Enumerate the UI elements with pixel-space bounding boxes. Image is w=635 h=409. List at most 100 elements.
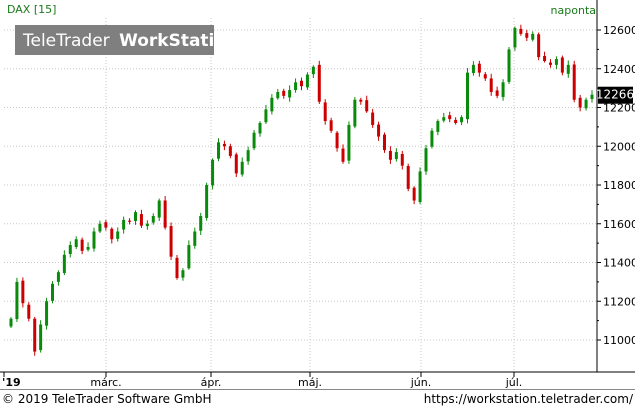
grid (4, 18, 596, 371)
candle-body (211, 159, 215, 186)
candle-body (359, 99, 363, 102)
y-tick-label: 12200 (603, 102, 635, 115)
candle-body (471, 64, 475, 74)
candle (199, 212, 203, 235)
candle (62, 250, 66, 276)
candle-body (572, 64, 576, 100)
candle-body (353, 99, 357, 127)
svg-text:TeleTrader WorkStation: TeleTrader WorkStation (22, 31, 238, 51)
candle (68, 241, 72, 258)
candle (169, 222, 173, 260)
candle-body (412, 187, 416, 201)
candle-body (300, 80, 303, 87)
candle (543, 51, 547, 63)
candle (228, 143, 232, 159)
candle (122, 216, 126, 234)
candle-body (199, 216, 203, 231)
candle (560, 55, 564, 76)
candle-body (169, 226, 173, 257)
candle-body (341, 148, 345, 162)
candle-body (163, 200, 167, 228)
candle-body (549, 62, 552, 65)
candle-body (51, 283, 54, 301)
candle (187, 240, 191, 270)
candle (104, 219, 108, 231)
candle (371, 108, 375, 128)
candle (454, 117, 458, 125)
candle (483, 72, 487, 81)
candle (383, 132, 386, 153)
candle (21, 277, 25, 308)
candle (305, 72, 309, 90)
candle (448, 111, 452, 123)
candle-body (193, 231, 197, 246)
candle (477, 60, 481, 77)
candle (394, 148, 398, 162)
candle-body (560, 57, 564, 73)
candle-body (217, 142, 220, 159)
candle (56, 270, 60, 286)
candle-body (507, 49, 511, 82)
x-tick-label: márc. (90, 376, 121, 389)
candle-body (33, 318, 37, 352)
candle (110, 227, 114, 244)
candles (9, 24, 594, 356)
candle (353, 97, 357, 129)
candle-body (448, 115, 452, 120)
candle-body (400, 154, 404, 166)
candle (92, 227, 96, 252)
candle (590, 90, 594, 103)
candle (549, 59, 552, 68)
candle (151, 213, 155, 225)
x-tick-label: '19 (2, 376, 21, 389)
candle-body (151, 216, 155, 223)
last-value-label: 12266 (596, 88, 634, 102)
candle-body (578, 97, 582, 108)
candle-body (157, 200, 161, 218)
candle-body (68, 245, 72, 254)
candle-body (86, 247, 90, 250)
candle-body (282, 90, 286, 96)
candle-body (424, 148, 428, 172)
candle-body (187, 245, 191, 269)
candle (507, 47, 511, 85)
candle-body (584, 99, 588, 109)
candle (51, 281, 54, 304)
candle (288, 85, 292, 102)
candle (501, 79, 505, 101)
candle (45, 297, 49, 330)
candle (572, 60, 576, 103)
candle (181, 268, 185, 281)
candle-body (305, 74, 309, 88)
candle (466, 68, 469, 124)
candle-body (45, 301, 49, 326)
candle-body (317, 64, 321, 102)
candle-body (311, 66, 315, 75)
candle (234, 152, 238, 178)
y-tick-label: 11000 (603, 334, 635, 347)
candle (33, 316, 37, 356)
candle (252, 129, 256, 151)
candle-body (104, 222, 108, 228)
candle-body (519, 28, 523, 34)
candle (270, 94, 274, 115)
candle-body (181, 270, 185, 278)
source-url[interactable]: https://workstation.teletrader.com/ (423, 392, 633, 406)
candle (264, 104, 268, 124)
y-tick-label: 12400 (603, 63, 635, 76)
candle (495, 86, 499, 99)
candle-body (335, 132, 339, 149)
candle (519, 24, 523, 36)
candle (525, 29, 529, 42)
candle-body (442, 117, 446, 121)
symbol-label: DAX [15] (7, 3, 56, 16)
candle-body (145, 223, 149, 227)
candle (157, 198, 161, 222)
candle-body (128, 220, 132, 222)
period-label: naponta (551, 4, 596, 17)
candle (412, 186, 416, 205)
candle (205, 182, 209, 221)
candle-body (365, 100, 369, 112)
candle-body (276, 92, 280, 99)
candle-body (383, 134, 386, 151)
